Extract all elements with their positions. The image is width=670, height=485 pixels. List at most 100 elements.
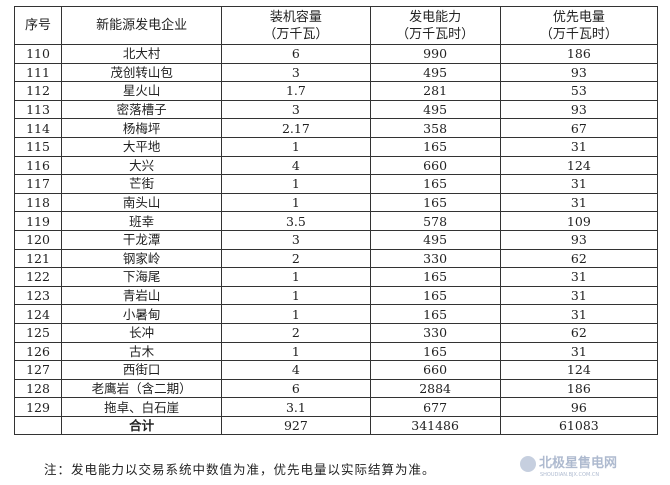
capacity: 6	[221, 378, 371, 399]
row-no: 125	[13, 322, 63, 343]
table-row: 115 大平地 1 165 31	[13, 136, 659, 157]
total-empty	[13, 415, 63, 436]
watermark-text: 北极星售电网	[539, 456, 618, 471]
company-name: 杨梅坪	[61, 118, 223, 138]
priority: 109	[499, 211, 659, 231]
priority: 53	[499, 81, 659, 101]
company-name: 古木	[61, 341, 223, 362]
priority: 124	[499, 360, 659, 380]
capacity: 1	[221, 304, 371, 324]
header-priority-unit: （万千瓦时）	[539, 26, 618, 42]
row-no: 128	[13, 378, 63, 399]
company-name: 密落槽子	[61, 99, 223, 120]
table-row: 121 钢家岭 2 330 62	[13, 248, 659, 269]
generation: 990	[369, 44, 501, 64]
company-name: 老鹰岩（含二期）	[61, 378, 223, 399]
company-name: 西街口	[61, 360, 223, 380]
priority: 62	[499, 248, 659, 269]
row-no: 115	[13, 136, 63, 157]
header-generation: 发电能力 （万千瓦时）	[369, 6, 501, 45]
priority: 124	[499, 155, 659, 176]
capacity: 2	[221, 322, 371, 343]
capacity: 1	[221, 192, 371, 213]
power-allocation-table: 序号 新能源发电企业 装机容量 （万千瓦） 发电能力 （万千瓦时） 优先电量 （万千瓦…	[13, 6, 659, 436]
header-priority: 优先电量 （万千瓦时）	[499, 6, 659, 45]
generation: 358	[369, 118, 501, 138]
priority: 31	[499, 174, 659, 194]
generation: 165	[369, 341, 501, 362]
table-row: 126 古木 1 165 31	[13, 341, 659, 362]
total-label: 合计	[61, 415, 223, 436]
header-row: 序号 新能源发电企业 装机容量 （万千瓦） 发电能力 （万千瓦时） 优先电量 （万千瓦…	[13, 6, 659, 45]
generation: 660	[369, 360, 501, 380]
priority: 31	[499, 341, 659, 362]
capacity: 3	[221, 229, 371, 250]
table-row: 120 干龙潭 3 495 93	[13, 229, 659, 250]
row-no: 117	[13, 174, 63, 194]
company-name: 大兴	[61, 155, 223, 176]
header-generation-unit: （万千瓦时）	[396, 26, 475, 42]
row-no: 118	[13, 192, 63, 213]
generation: 281	[369, 81, 501, 101]
header-generation-label: 发电能力	[409, 9, 462, 25]
capacity: 1	[221, 267, 371, 287]
row-no: 119	[13, 211, 63, 231]
capacity: 1	[221, 174, 371, 194]
generation: 165	[369, 304, 501, 324]
generation: 165	[369, 136, 501, 157]
row-no: 114	[13, 118, 63, 138]
row-no: 123	[13, 285, 63, 306]
company-name: 下海尾	[61, 267, 223, 287]
generation: 330	[369, 322, 501, 343]
watermark-icon	[520, 455, 536, 472]
row-no: 126	[13, 341, 63, 362]
generation: 495	[369, 99, 501, 120]
row-no: 116	[13, 155, 63, 176]
priority: 62	[499, 322, 659, 343]
capacity: 3	[221, 99, 371, 120]
company-name: 南头山	[61, 192, 223, 213]
company-name: 钢家岭	[61, 248, 223, 269]
table-row: 110 北大村 6 990 186	[13, 44, 659, 64]
table-row: 116 大兴 4 660 124	[13, 155, 659, 176]
company-name: 青岩山	[61, 285, 223, 306]
row-no: 121	[13, 248, 63, 269]
priority: 31	[499, 192, 659, 213]
capacity: 4	[221, 155, 371, 176]
capacity: 1	[221, 341, 371, 362]
table-row: 124 小暑甸 1 165 31	[13, 304, 659, 324]
row-no: 120	[13, 229, 63, 250]
table-row: 113 密落槽子 3 495 93	[13, 99, 659, 120]
generation: 165	[369, 285, 501, 306]
priority: 67	[499, 118, 659, 138]
row-no: 111	[13, 62, 63, 83]
watermark-logo: 北极星售电网 SHOUDIAN.BJX.COM.CN	[520, 452, 617, 478]
table-row: 128 老鹰岩（含二期） 6 2884 186	[13, 378, 659, 399]
generation: 165	[369, 174, 501, 194]
capacity: 2.17	[221, 118, 371, 138]
capacity: 3	[221, 62, 371, 83]
table-row: 123 青岩山 1 165 31	[13, 285, 659, 306]
company-name: 大平地	[61, 136, 223, 157]
total-generation: 341486	[369, 415, 501, 436]
generation: 165	[369, 267, 501, 287]
priority: 186	[499, 44, 659, 64]
watermark-sub: SHOUDIAN.BJX.COM.CN	[540, 471, 600, 478]
capacity: 3.1	[221, 397, 371, 417]
company-name: 北大村	[61, 44, 223, 64]
capacity: 4	[221, 360, 371, 380]
priority: 186	[499, 378, 659, 399]
generation: 660	[369, 155, 501, 176]
priority: 93	[499, 229, 659, 250]
priority: 96	[499, 397, 659, 417]
table-row: 114 杨梅坪 2.17 358 67	[13, 118, 659, 138]
company-name: 长冲	[61, 322, 223, 343]
header-capacity-unit: （万千瓦）	[263, 26, 329, 42]
header-priority-label: 优先电量	[552, 9, 605, 25]
priority: 93	[499, 62, 659, 83]
capacity: 2	[221, 248, 371, 269]
row-no: 124	[13, 304, 63, 324]
generation: 495	[369, 62, 501, 83]
table-row: 127 西街口 4 660 124	[13, 360, 659, 380]
header-capacity: 装机容量 （万千瓦）	[221, 6, 371, 45]
